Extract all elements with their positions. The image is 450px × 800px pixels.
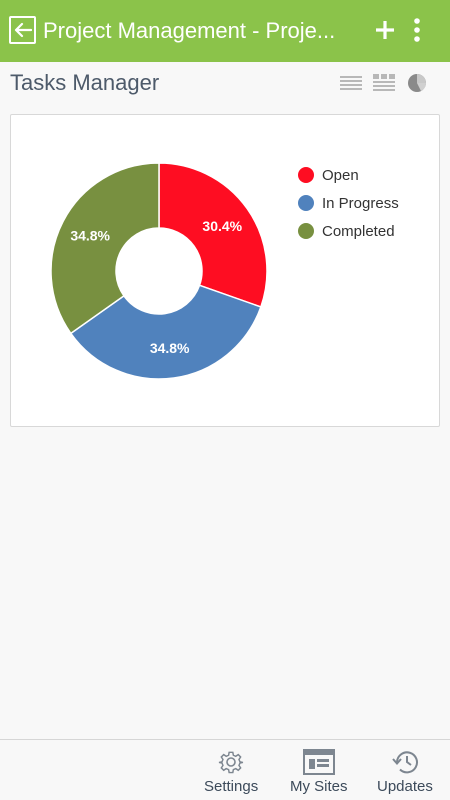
slice-label-in-progress: 34.8% bbox=[150, 340, 190, 356]
slice-label-completed: 34.8% bbox=[70, 227, 110, 243]
nav-updates[interactable]: Updates bbox=[377, 748, 433, 798]
list-view-icon bbox=[340, 76, 362, 90]
chart-view-button[interactable] bbox=[405, 72, 429, 94]
list-view-button[interactable] bbox=[339, 72, 363, 94]
slice-in-progress[interactable] bbox=[69, 284, 262, 380]
plus-icon bbox=[376, 21, 394, 39]
legend-label-completed: Completed bbox=[322, 222, 395, 240]
chart-view-icon bbox=[408, 74, 426, 92]
history-icon bbox=[389, 748, 421, 776]
more-options-button[interactable] bbox=[408, 16, 426, 44]
app-bar: Project Management - Proje... bbox=[0, 0, 450, 62]
legend-label-open: Open bbox=[322, 166, 359, 184]
legend-swatch-completed bbox=[298, 223, 314, 239]
legend-swatch-open bbox=[298, 167, 314, 183]
gear-icon bbox=[215, 748, 247, 776]
bottom-nav: Settings My Sites Updates bbox=[0, 739, 450, 800]
nav-settings[interactable]: Settings bbox=[204, 748, 258, 798]
nav-my-sites[interactable]: My Sites bbox=[290, 748, 348, 798]
back-arrow-icon bbox=[14, 22, 32, 38]
add-button[interactable] bbox=[374, 18, 396, 42]
legend-label-in-progress: In Progress bbox=[322, 194, 399, 212]
legend-swatch-in-progress bbox=[298, 195, 314, 211]
nav-settings-label: Settings bbox=[204, 778, 259, 795]
slice-completed[interactable] bbox=[50, 162, 160, 335]
grid-view-button[interactable] bbox=[372, 72, 396, 94]
legend-item-open[interactable]: Open bbox=[298, 161, 399, 189]
slice-open[interactable] bbox=[158, 162, 268, 308]
legend-item-completed[interactable]: Completed bbox=[298, 217, 399, 245]
nav-my-sites-label: My Sites bbox=[290, 778, 348, 795]
chart-legend: Open In Progress Completed bbox=[298, 161, 399, 245]
sites-icon bbox=[302, 748, 335, 776]
slice-label-open: 30.4% bbox=[202, 218, 242, 234]
nav-updates-label: Updates bbox=[377, 778, 433, 795]
legend-item-in-progress[interactable]: In Progress bbox=[298, 189, 399, 217]
more-vertical-icon bbox=[414, 18, 420, 42]
grid-view-icon bbox=[373, 74, 395, 91]
page-title: Tasks Manager bbox=[10, 70, 160, 95]
app-title: Project Management - Proje... bbox=[43, 18, 336, 43]
chart-card: 30.4% 34.8% 34.8% Open In Progress Complet… bbox=[10, 114, 440, 427]
donut-chart: 30.4% 34.8% 34.8% bbox=[50, 162, 268, 380]
back-button[interactable] bbox=[9, 16, 36, 44]
